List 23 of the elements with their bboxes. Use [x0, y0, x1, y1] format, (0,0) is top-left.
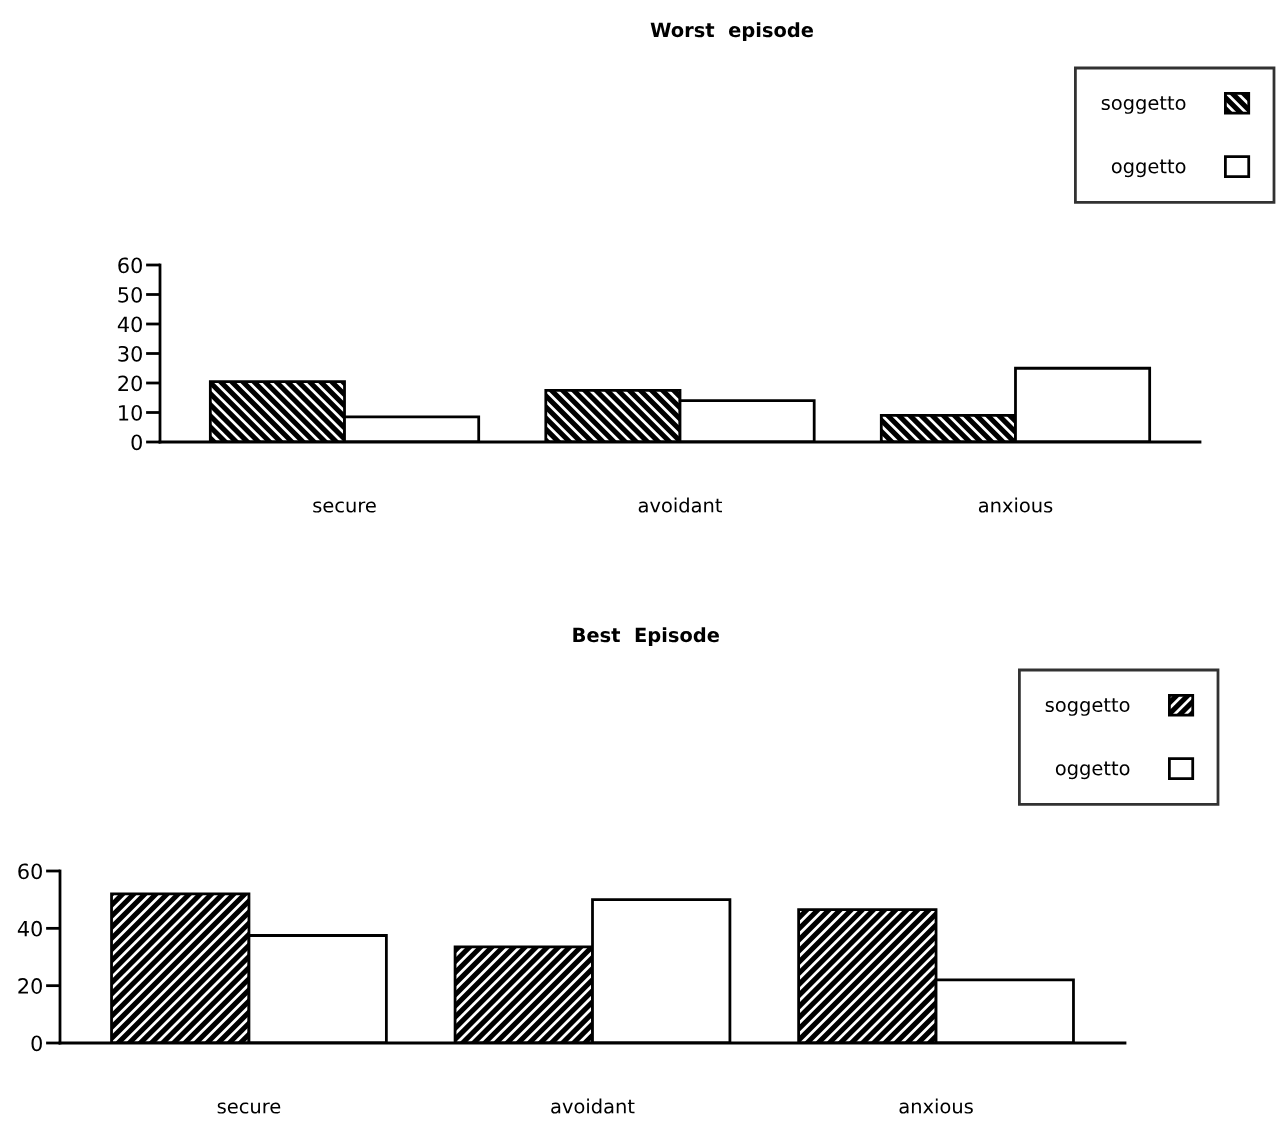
- y-tick-label: 20: [18, 978, 42, 994]
- y-tick-label: 0: [31, 1035, 42, 1052]
- x-tick-label: anxious: [899, 1098, 973, 1114]
- y-tick-label: 20: [118, 375, 142, 392]
- chart-title: Best Episode: [573, 627, 719, 647]
- chart-title: Worst episode: [650, 22, 814, 42]
- y-tick-label: 0: [131, 434, 142, 451]
- legend-label: oggetto: [1055, 761, 1130, 780]
- y-tick-label: 60: [18, 863, 42, 880]
- y-tick-label: 40: [17, 920, 42, 937]
- y-tick-label: 30: [118, 345, 142, 362]
- y-tick-label: 10: [119, 404, 142, 421]
- legend-label: soggetto: [1101, 96, 1186, 114]
- x-tick-label: avoidant: [638, 497, 722, 513]
- x-tick-label: secure: [217, 1102, 281, 1114]
- y-tick-label: 50: [118, 286, 142, 303]
- y-tick-label: 60: [118, 257, 142, 274]
- x-tick-label: anxious: [978, 497, 1053, 513]
- legend-label: oggetto: [1111, 159, 1186, 178]
- x-tick-label: avoidant: [551, 1098, 635, 1114]
- x-tick-label: secure: [313, 501, 376, 513]
- legend-label: soggetto: [1045, 698, 1130, 716]
- y-tick-label: 40: [117, 316, 142, 333]
